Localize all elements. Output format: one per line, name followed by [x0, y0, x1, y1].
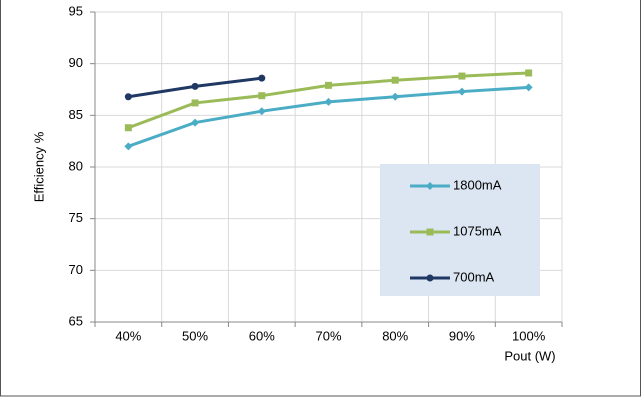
x-tick-label: 80%	[382, 328, 408, 343]
marker	[525, 69, 533, 77]
marker	[124, 142, 133, 151]
marker	[524, 83, 533, 92]
marker	[124, 124, 132, 132]
y-tick-label: 70	[69, 262, 83, 277]
y-tick-label: 80	[69, 158, 83, 173]
marker	[426, 228, 434, 236]
x-tick-label: 90%	[449, 328, 475, 343]
y-tick-label: 75	[69, 210, 83, 225]
series-line	[127, 85, 529, 148]
y-tick-label: 85	[69, 107, 83, 122]
legend-label: 1800mA	[453, 177, 502, 192]
marker	[191, 118, 200, 127]
marker	[324, 97, 333, 106]
y-tick-label: 65	[69, 313, 83, 328]
marker	[191, 82, 199, 90]
x-tick-label: 40%	[115, 328, 141, 343]
marker	[458, 72, 466, 80]
x-tick-label: 50%	[182, 328, 208, 343]
x-tick-label: 60%	[249, 328, 275, 343]
x-axis-label: Pout (W)	[504, 348, 555, 363]
y-tick-label: 90	[69, 55, 83, 70]
marker	[457, 87, 466, 96]
marker	[258, 92, 266, 100]
frame	[0, 0, 641, 397]
x-tick-label: 100%	[512, 328, 546, 343]
marker	[257, 107, 266, 116]
y-axis-label: Efficiency %	[31, 131, 46, 202]
legend-label: 700mA	[453, 269, 495, 284]
marker	[325, 81, 332, 89]
marker	[124, 93, 132, 101]
y-tick-label: 95	[69, 3, 83, 18]
x-tick-label: 70%	[315, 328, 341, 343]
legend-label: 1075mA	[453, 223, 502, 238]
marker	[391, 92, 400, 101]
marker	[426, 274, 434, 282]
legend-box	[380, 164, 540, 296]
marker	[191, 99, 199, 107]
marker	[426, 182, 434, 190]
marker	[258, 74, 266, 82]
marker	[391, 76, 399, 84]
